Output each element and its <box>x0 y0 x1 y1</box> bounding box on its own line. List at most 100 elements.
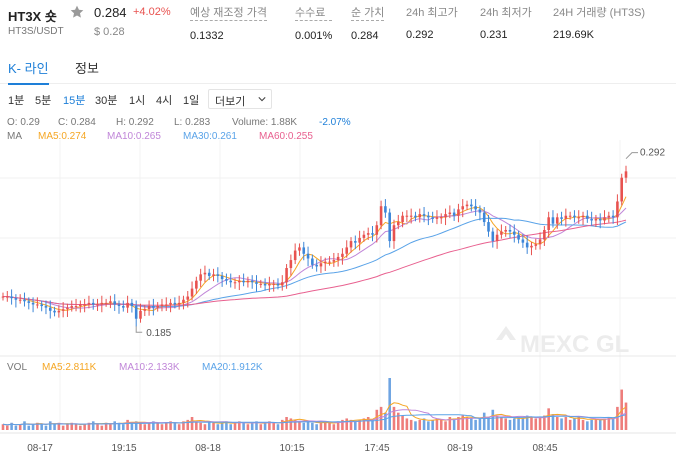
candle-body <box>96 304 99 306</box>
volume-bar <box>474 419 477 430</box>
ohlc-legend: O: 0.29 C: 0.284 H: 0.292 L: 0.283 Volum… <box>7 117 407 129</box>
candle-body <box>513 231 516 235</box>
volume-bar <box>371 419 374 430</box>
candle-body <box>594 218 598 221</box>
volume-bar <box>207 421 211 430</box>
volume-bar <box>560 418 563 430</box>
candle-body <box>487 222 490 232</box>
stat-label[interactable]: 수수료 <box>295 4 333 21</box>
candle-body <box>263 283 267 286</box>
volume-bar <box>87 422 91 430</box>
more-intervals-dropdown[interactable]: 더보기 <box>208 89 272 109</box>
candle-body <box>109 301 112 303</box>
volume-bar <box>491 409 495 430</box>
candle-body <box>173 302 177 305</box>
candle-body <box>573 215 576 218</box>
volume-bar <box>598 419 602 430</box>
candle-body <box>354 241 357 243</box>
volume-bar <box>414 421 417 430</box>
volume-bar <box>538 417 542 430</box>
candle-body <box>302 247 306 254</box>
candle-body <box>401 215 404 223</box>
candle-body <box>323 261 327 264</box>
candle-body <box>229 280 233 283</box>
candle-body <box>371 233 374 235</box>
volume-legend: VOL MA5:2.811K MA10:2.133K MA20:1.912K <box>7 362 407 374</box>
candle-body <box>435 217 439 219</box>
candle-body <box>598 218 602 221</box>
volume-bar <box>23 421 26 430</box>
volume-bar <box>139 422 142 430</box>
tab-kline[interactable]: K- 라인 <box>8 58 49 85</box>
interval-5m[interactable]: 5분 <box>35 95 52 107</box>
candle-body <box>611 215 615 218</box>
volume-bar <box>14 425 18 430</box>
candle-body <box>590 218 593 221</box>
candle-body <box>57 310 61 313</box>
interval-toolbar: 1분 5분 15분 30분 1시 4시 1일 더보기 <box>0 89 676 111</box>
candle-body <box>362 234 366 238</box>
interval-1h[interactable]: 1시 <box>129 95 146 107</box>
candle-body <box>534 244 538 246</box>
candle-body <box>392 225 396 242</box>
candle-body <box>100 302 104 305</box>
volume-bar <box>311 422 314 430</box>
candle-body <box>126 302 129 308</box>
volume-bar <box>143 424 147 430</box>
interval-1m[interactable]: 1분 <box>8 95 25 107</box>
volume-bar <box>586 421 589 430</box>
candle-body <box>134 306 138 319</box>
candle-body <box>384 206 387 213</box>
volume-bar <box>74 424 78 430</box>
candle-body <box>482 212 486 223</box>
favorite-star-icon[interactable] <box>69 4 85 20</box>
candle-body <box>164 304 168 306</box>
volume-bar <box>336 421 340 430</box>
stat-value: 0.1332 <box>190 30 224 42</box>
volume-bar <box>229 424 233 430</box>
volume-bar <box>409 419 413 430</box>
mexc-logo-icon <box>496 326 516 340</box>
candle-body <box>169 302 172 305</box>
candle-body <box>27 301 31 303</box>
candle-body <box>328 261 331 263</box>
candle-body <box>427 215 430 218</box>
volume-bar <box>349 419 353 430</box>
volume-bar <box>513 418 516 430</box>
interval-1d[interactable]: 1일 <box>183 95 200 107</box>
x-axis-tick-label: 17:45 <box>364 443 389 454</box>
volume-bar <box>134 421 138 430</box>
candle-body <box>345 247 349 254</box>
x-axis-tick-label: 10:15 <box>279 443 304 454</box>
candle-body <box>246 280 250 283</box>
volume-bar <box>401 415 404 430</box>
volume-bar <box>332 424 336 430</box>
vol-ma5-value: MA5:2.811K <box>42 362 97 373</box>
ohlc-high: H: 0.292 <box>116 117 154 128</box>
volume-bar <box>246 424 250 430</box>
volume-bar <box>431 419 434 430</box>
candle-body <box>36 304 39 306</box>
interval-30m[interactable]: 30분 <box>95 95 118 107</box>
candle-body <box>199 274 202 281</box>
volume-bar <box>216 424 220 430</box>
volume-bar <box>280 419 284 430</box>
candle-body <box>414 215 417 218</box>
price-change: +4.02% <box>133 6 171 18</box>
candle-body <box>250 280 254 283</box>
volume-bar <box>242 422 245 430</box>
tab-info[interactable]: 정보 <box>75 61 99 76</box>
candle-body <box>586 215 589 219</box>
volume-bar <box>1 424 5 430</box>
stat-label[interactable]: 예상 재조정 가격 <box>190 4 267 21</box>
volume-bar <box>117 422 121 430</box>
candle-body <box>311 258 314 265</box>
stat-label[interactable]: 순 가치 <box>351 4 385 21</box>
volume-bar <box>10 422 13 430</box>
volume-bar <box>427 421 430 430</box>
volume-bar <box>83 424 86 430</box>
stat-24h-high: 24h 최고가 0.292 <box>406 4 458 41</box>
interval-15m[interactable]: 15분 <box>63 95 86 107</box>
interval-4h[interactable]: 4시 <box>156 95 173 107</box>
